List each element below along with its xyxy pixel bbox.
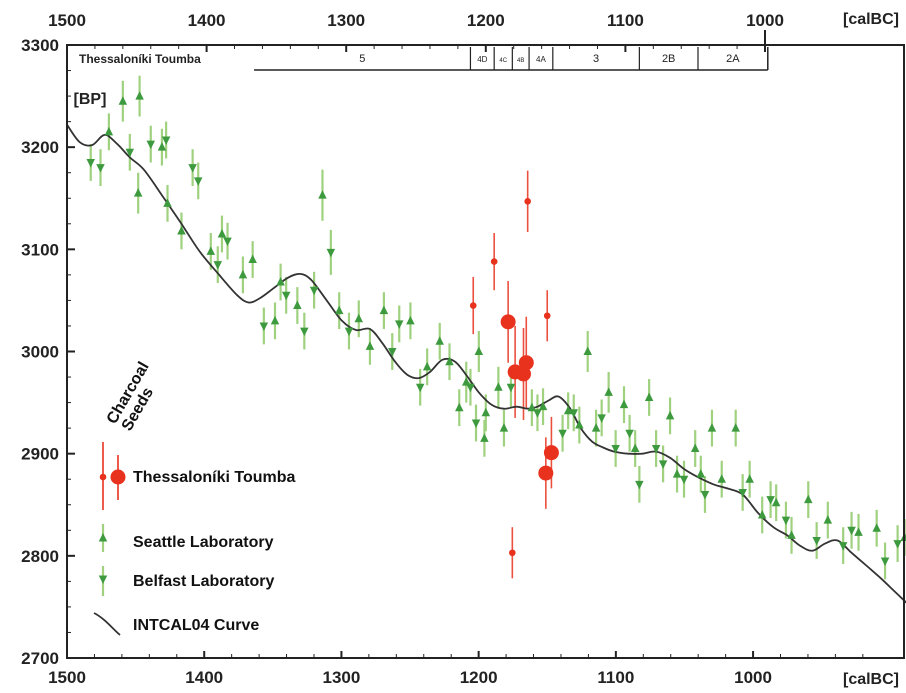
y-tick-label: 3300: [21, 36, 59, 55]
toumba-point: [538, 466, 553, 481]
x-top-tick-label: 1300: [327, 11, 365, 30]
phase-label: 2A: [726, 53, 740, 65]
y-tick-label: 2800: [21, 547, 59, 566]
toumba-point: [509, 549, 516, 556]
phase-label: 3: [593, 53, 599, 65]
phase-label: 2B: [662, 53, 675, 65]
x-bottom-tick-label: 1200: [460, 668, 498, 687]
phase-label: 5: [359, 53, 365, 65]
y-tick-label: 2700: [21, 649, 59, 668]
x-top-tick-label: 1500: [48, 11, 86, 30]
x-bottom-tick-label: 1400: [185, 668, 223, 687]
toumba-point: [516, 366, 531, 381]
legend-belfast-label: Belfast Laboratory: [133, 573, 274, 590]
toumba-point: [470, 302, 477, 309]
toumba-point: [544, 445, 559, 460]
toumba-point: [491, 258, 498, 265]
toumba-point: [524, 198, 531, 205]
y-tick-label: 3100: [21, 240, 59, 259]
site-label: Thessaloníki Toumba: [79, 52, 201, 66]
x-top-tick-label: 1400: [188, 11, 226, 30]
y-tick-label: 3000: [21, 343, 59, 362]
legend-curve-label: INTCAL04 Curve: [133, 617, 259, 634]
x-bottom-tick-label: 1100: [597, 668, 634, 687]
phase-label: 4B: [517, 58, 524, 64]
toumba-point: [501, 314, 516, 329]
y-tick-label: 2900: [21, 445, 59, 464]
x-bottom-tick-label: 1500: [48, 668, 86, 687]
legend-seeds-marker: [111, 470, 126, 485]
x-top-tick-label: 1000: [746, 11, 784, 30]
x-bottom-tick-label: 1300: [323, 668, 361, 687]
x-top-tick-label: 1200: [467, 11, 505, 30]
x-unit-label-bottom: [calBC]: [843, 671, 899, 688]
x-bottom-tick-label: 1000: [734, 668, 772, 687]
legend-toumba-label: Thessaloníki Toumba: [133, 469, 296, 486]
y-tick-label: 3200: [21, 138, 59, 157]
x-unit-label-top: [calBC]: [843, 11, 899, 28]
phase-label: 4D: [477, 55, 487, 64]
x-top-tick-label: 1100: [607, 11, 644, 30]
phase-label: 4C: [499, 58, 507, 64]
y-unit-label: [BP]: [74, 91, 107, 108]
toumba-point: [544, 312, 551, 319]
legend-charcoal-marker: [100, 474, 107, 481]
legend-seattle-label: Seattle Laboratory: [133, 534, 274, 551]
phase-label: 4A: [536, 55, 546, 64]
